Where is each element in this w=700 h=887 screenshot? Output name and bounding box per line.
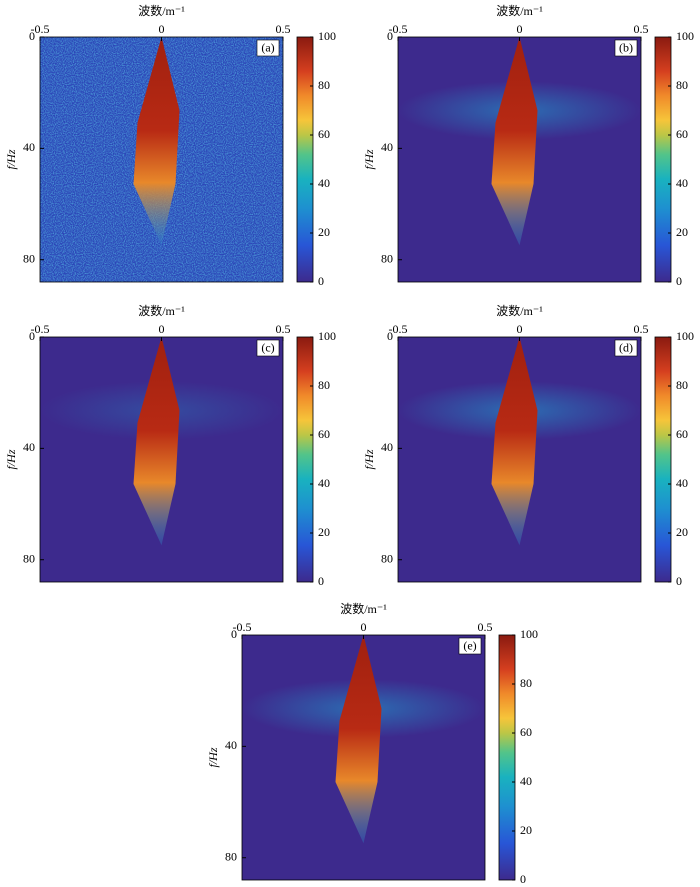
x-axis-label: 波数/m⁻¹ [340,601,387,616]
colorbar-tick-label: 100 [318,329,336,343]
x-axis-label: 波数/m⁻¹ [138,3,185,18]
colorbar-tick-label: 100 [676,329,694,343]
colorbar-tick-label: 100 [318,29,336,43]
panel-label: (d) [619,340,633,354]
panel-label: (e) [463,638,476,652]
colorbar-tick-label: 20 [520,823,532,837]
x-axis-label: 波数/m⁻¹ [138,303,185,318]
x-tick-label: -0.5 [31,22,50,36]
colorbar-tick-label: 60 [676,427,688,441]
panel-label: (b) [619,40,633,54]
x-tick-label: -0.5 [31,322,50,336]
colorbar [498,634,516,881]
colorbar-tick-label: 0 [318,274,324,288]
x-tick-label: 0 [159,322,165,336]
heatmap-wedge [133,337,180,546]
x-tick-label: -0.5 [233,620,252,634]
colorbar-tick-label: 80 [318,78,330,92]
colorbar-tick-label: 0 [318,574,324,588]
colorbar [654,336,672,583]
y-tick-label: 40 [381,440,393,454]
y-tick-label: 40 [23,440,35,454]
x-tick-label: -0.5 [389,22,408,36]
y-axis-label: f/Hz [362,449,376,469]
heatmap-wedge [491,337,538,546]
y-tick-label: 80 [23,551,35,565]
colorbar-tick-label: 60 [318,127,330,141]
colorbar-tick-label: 40 [676,476,688,490]
colorbar-tick-label: 20 [676,225,688,239]
y-tick-label: 40 [23,140,35,154]
colorbar-tick-label: 40 [520,774,532,788]
colorbar-tick-label: 20 [318,525,330,539]
x-tick-label: 0 [517,322,523,336]
colorbar-tick-label: 60 [318,427,330,441]
x-tick-label: 0.5 [276,22,291,36]
colorbar-tick-label: 0 [676,274,682,288]
colorbar-tick-label: 80 [676,378,688,392]
y-tick-label: 80 [225,849,237,863]
colorbar-tick-label: 60 [520,725,532,739]
x-tick-label: 0.5 [276,322,291,336]
y-tick-label: 0 [387,329,393,343]
panel-label-box [614,339,638,357]
colorbar-tick-label: 0 [520,872,526,886]
x-axis-label: 波数/m⁻¹ [496,303,543,318]
y-tick-label: 0 [29,329,35,343]
colorbar-tick-label: 80 [520,676,532,690]
x-tick-label: 0.5 [478,620,493,634]
panel-label: (c) [261,340,274,354]
y-axis-label: f/Hz [4,449,18,469]
x-tick-label: 0 [361,620,367,634]
colorbar-tick-label: 100 [520,627,538,641]
panel-label-box [614,39,638,57]
colorbar-tick-label: 0 [676,574,682,588]
colorbar-tick-label: 80 [676,78,688,92]
colorbar-tick-label: 100 [676,29,694,43]
x-tick-label: 0.5 [634,322,649,336]
y-axis-label: f/Hz [362,149,376,169]
colorbar [296,36,314,283]
y-tick-label: 0 [231,627,237,641]
y-tick-label: 0 [29,29,35,43]
x-tick-label: 0 [517,22,523,36]
y-tick-label: 40 [225,738,237,752]
panel-label-box [458,637,482,655]
panel-label: (a) [261,40,274,54]
y-tick-label: 80 [23,251,35,265]
y-tick-label: 80 [381,551,393,565]
y-tick-label: 0 [387,29,393,43]
colorbar-tick-label: 80 [318,378,330,392]
colorbar-tick-label: 20 [318,225,330,239]
colorbar-tick-label: 20 [676,525,688,539]
colorbar-tick-label: 40 [318,476,330,490]
x-tick-label: 0 [159,22,165,36]
colorbar [296,336,314,583]
y-tick-label: 40 [381,140,393,154]
heatmap-wedge [491,37,538,246]
x-tick-label: 0.5 [634,22,649,36]
colorbar-tick-label: 60 [676,127,688,141]
x-axis-label: 波数/m⁻¹ [496,3,543,18]
colorbar [654,36,672,283]
colorbar-tick-label: 40 [318,176,330,190]
colorbar-tick-label: 40 [676,176,688,190]
y-axis-label: f/Hz [206,747,220,767]
panel-label-box [256,39,280,57]
y-tick-label: 80 [381,251,393,265]
panel-label-box [256,339,280,357]
y-axis-label: f/Hz [4,149,18,169]
heatmap-wedge [133,37,180,246]
x-tick-label: -0.5 [389,322,408,336]
heatmap-wedge [335,635,382,844]
